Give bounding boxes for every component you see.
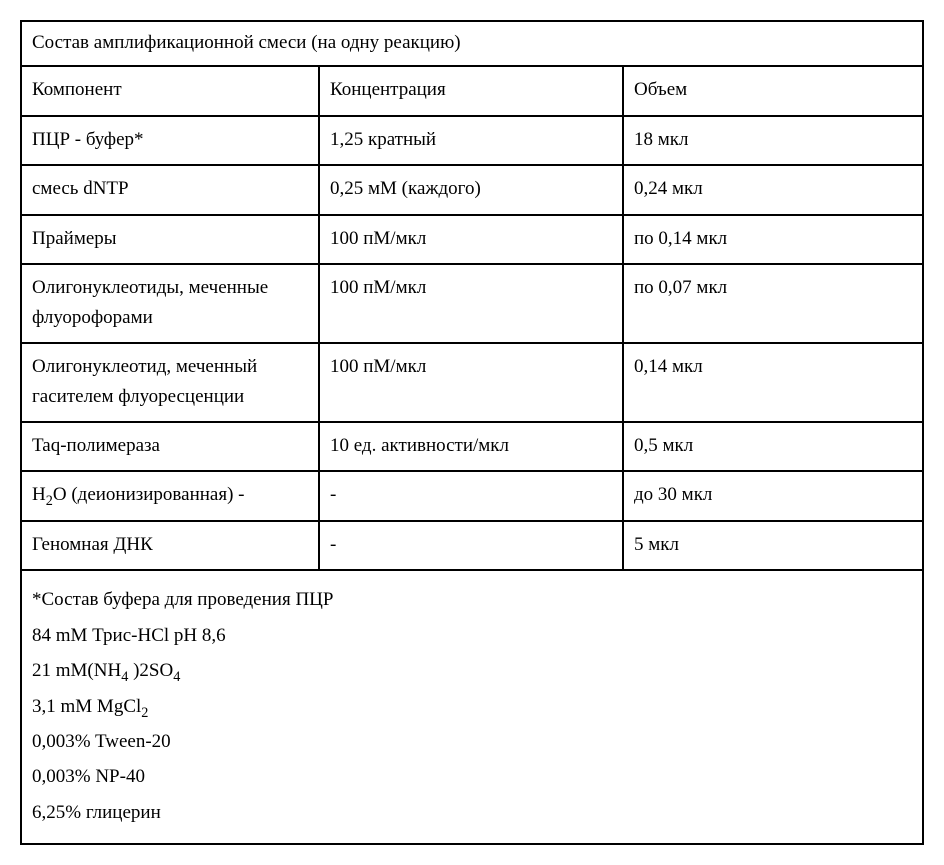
col-header-volume: Объем <box>623 66 923 115</box>
table-row: ПЦР - буфер* 1,25 кратный 18 мкл <box>21 116 923 165</box>
footer-line: 21 mM(NH4 )2SO4 <box>32 656 912 685</box>
buffer-composition: *Состав буфера для проведения ПЦР 84 mM … <box>21 570 923 844</box>
cell-component: ПЦР - буфер* <box>21 116 319 165</box>
table-row: Олигонуклеотид, меченный гасителем флуор… <box>21 343 923 422</box>
cell-concentration: 100 пМ/мкл <box>319 215 623 264</box>
col-header-component: Компонент <box>21 66 319 115</box>
cell-concentration: 100 пМ/мкл <box>319 264 623 343</box>
cell-volume: 0,14 мкл <box>623 343 923 422</box>
footer-line: 0,003% Tween-20 <box>32 727 912 756</box>
cell-volume: по 0,14 мкл <box>623 215 923 264</box>
footer-line: 84 mM Трис-HCl pH 8,6 <box>32 621 912 650</box>
cell-component: Олигонуклеотиды, меченные флуорофорами <box>21 264 319 343</box>
cell-concentration: 10 ед. активности/мкл <box>319 422 623 471</box>
footer-line: 6,25% глицерин <box>32 798 912 827</box>
table-row: Праймеры 100 пМ/мкл по 0,14 мкл <box>21 215 923 264</box>
cell-concentration: 1,25 кратный <box>319 116 623 165</box>
footer-line: 0,003% NP-40 <box>32 762 912 791</box>
table-title: Состав амплификационной смеси (на одну р… <box>21 21 923 66</box>
cell-volume: 0,5 мкл <box>623 422 923 471</box>
cell-volume: до 30 мкл <box>623 471 923 520</box>
cell-volume: 18 мкл <box>623 116 923 165</box>
footer-heading: *Состав буфера для проведения ПЦР <box>32 585 912 614</box>
table-row: Олигонуклеотиды, меченные флуорофорами 1… <box>21 264 923 343</box>
cell-concentration: - <box>319 471 623 520</box>
table-row: смесь dNTP 0,25 мМ (каждого) 0,24 мкл <box>21 165 923 214</box>
cell-concentration: 0,25 мМ (каждого) <box>319 165 623 214</box>
table-row: Геномная ДНК - 5 мкл <box>21 521 923 570</box>
cell-component: Праймеры <box>21 215 319 264</box>
col-header-concentration: Концентрация <box>319 66 623 115</box>
cell-component: Taq-полимераза <box>21 422 319 471</box>
pcr-mix-table: Состав амплификационной смеси (на одну р… <box>20 20 924 845</box>
cell-component: Геномная ДНК <box>21 521 319 570</box>
cell-concentration: - <box>319 521 623 570</box>
cell-volume: по 0,07 мкл <box>623 264 923 343</box>
cell-component: смесь dNTP <box>21 165 319 214</box>
cell-component: H2O (деионизированная) - <box>21 471 319 520</box>
table-row: H2O (деионизированная) - - до 30 мкл <box>21 471 923 520</box>
table-header-row: Компонент Концентрация Объем <box>21 66 923 115</box>
table-title-row: Состав амплификационной смеси (на одну р… <box>21 21 923 66</box>
table-row: Taq-полимераза 10 ед. активности/мкл 0,5… <box>21 422 923 471</box>
cell-component: Олигонуклеотид, меченный гасителем флуор… <box>21 343 319 422</box>
footer-line: 3,1 mM MgCl2 <box>32 692 912 721</box>
cell-concentration: 100 пМ/мкл <box>319 343 623 422</box>
cell-volume: 5 мкл <box>623 521 923 570</box>
table-footer-row: *Состав буфера для проведения ПЦР 84 mM … <box>21 570 923 844</box>
cell-volume: 0,24 мкл <box>623 165 923 214</box>
